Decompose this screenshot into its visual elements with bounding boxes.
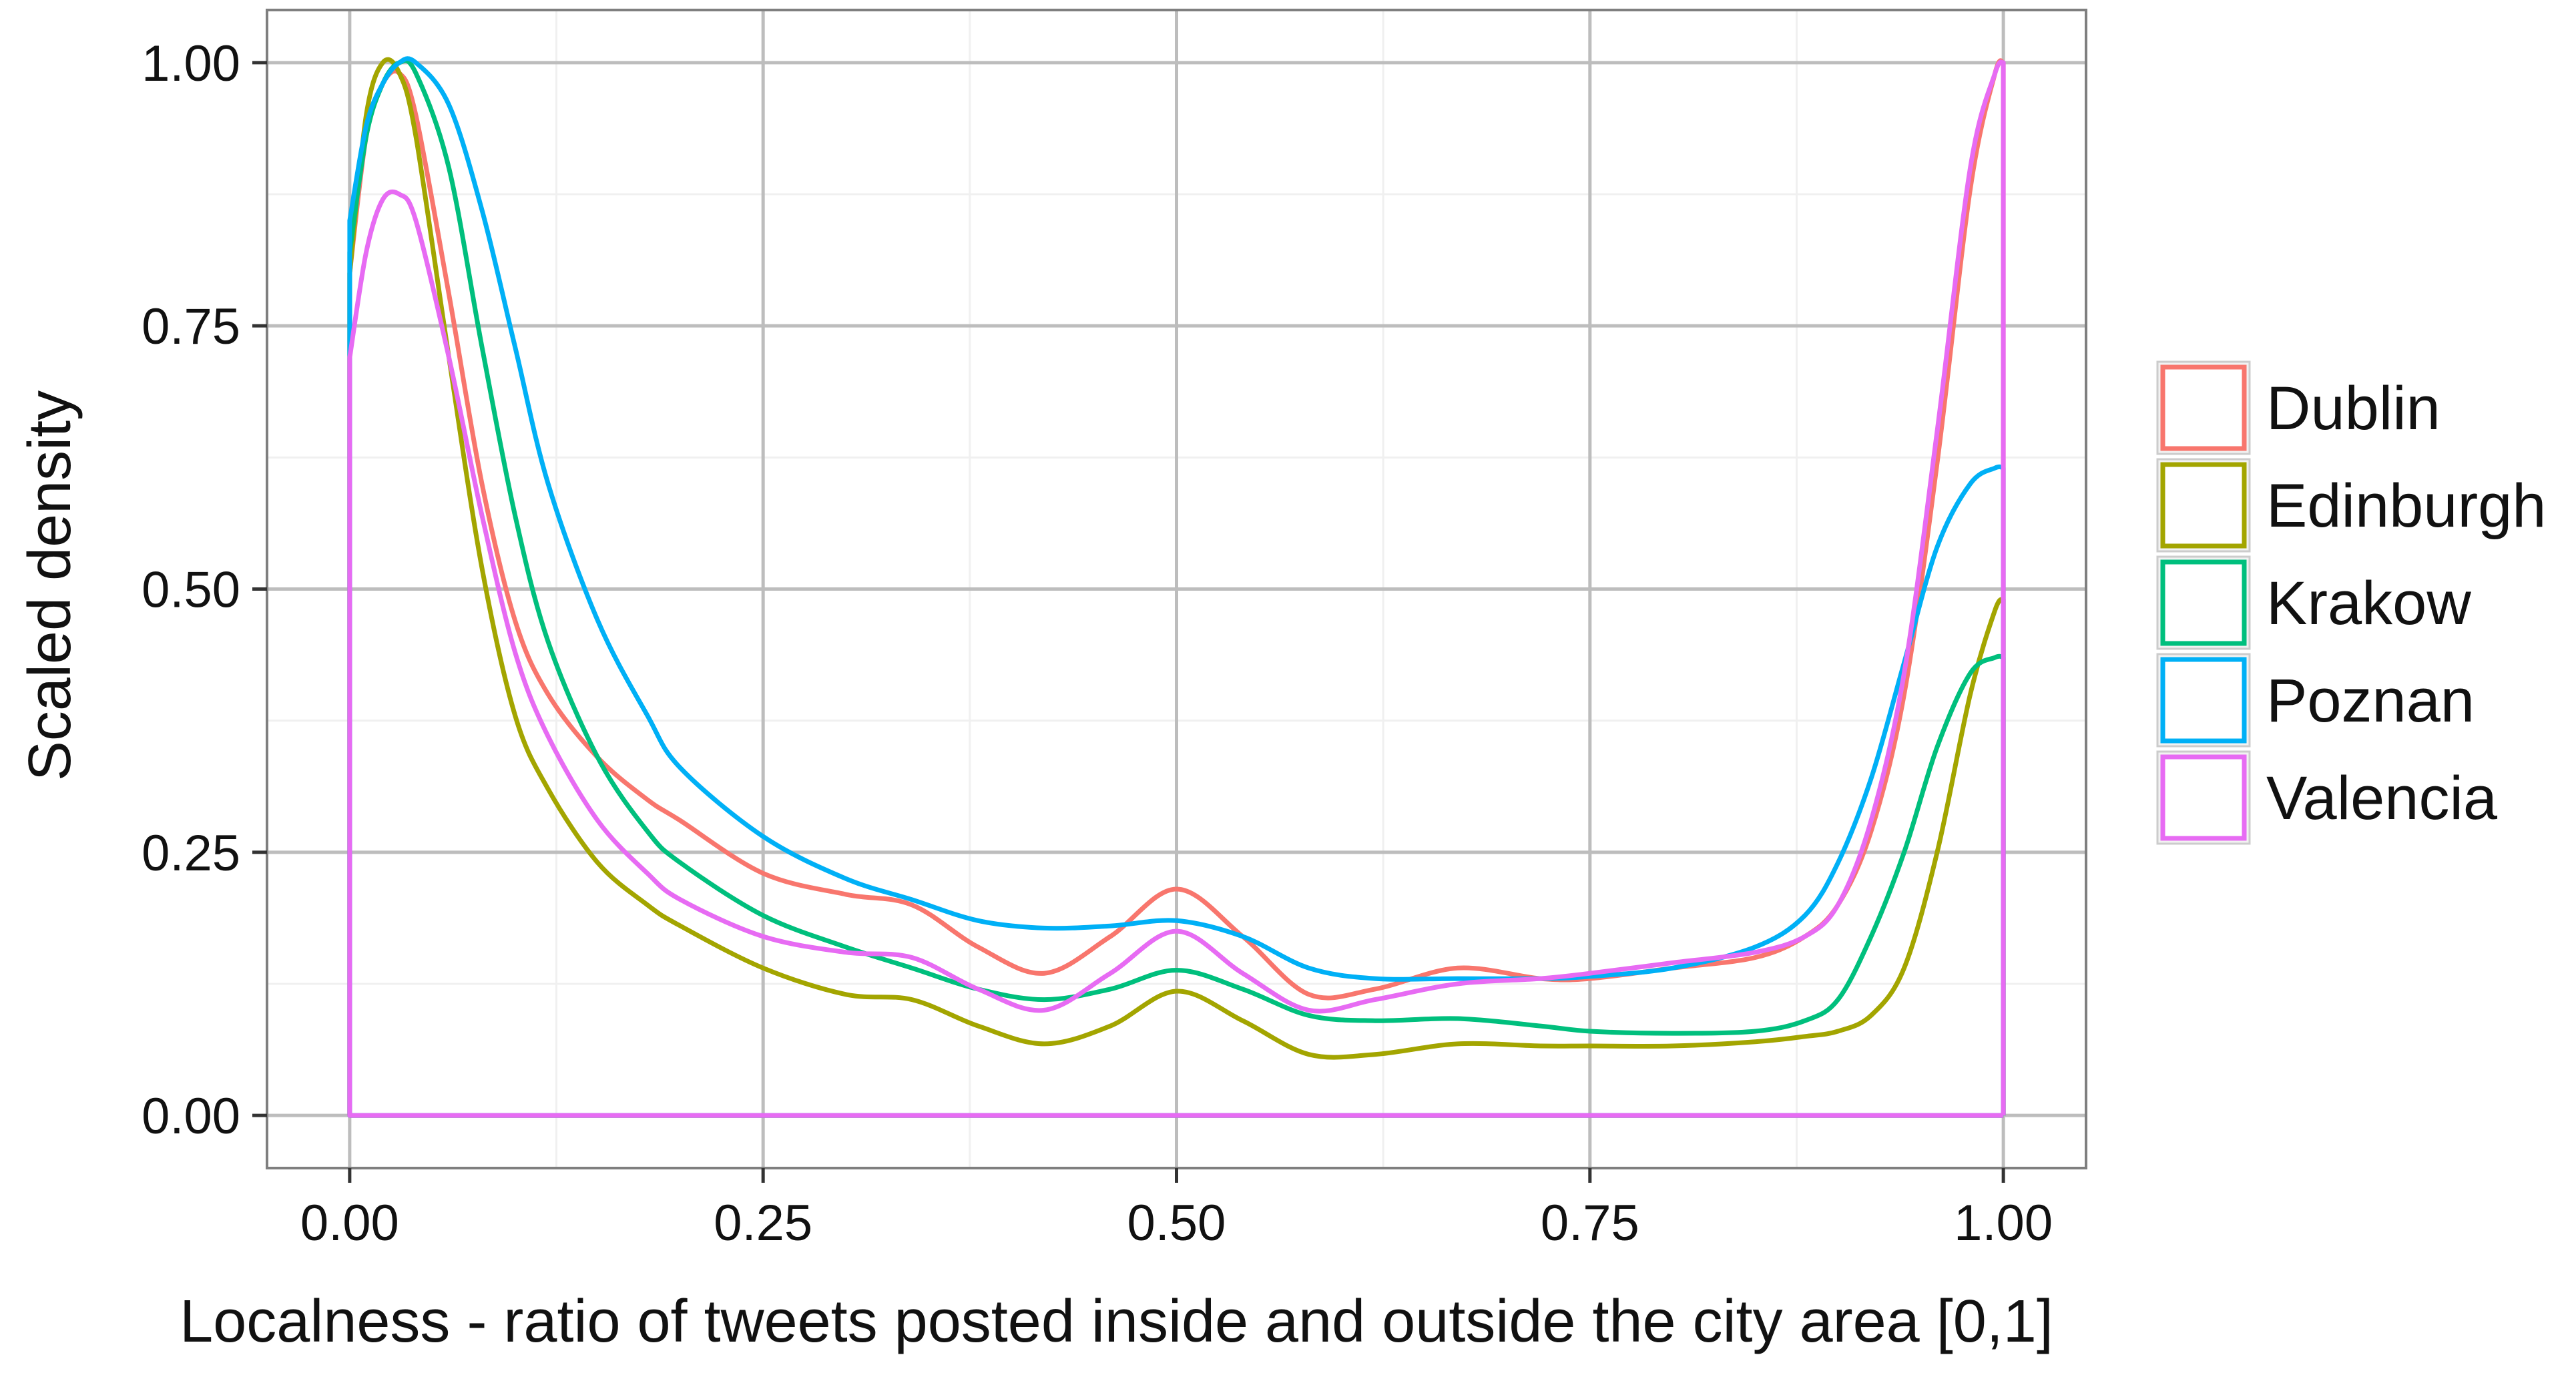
x-tick-label: 0.75 <box>1541 1195 1639 1252</box>
legend-item-krakow: Krakow <box>2156 555 2471 650</box>
legend-label: Krakow <box>2266 569 2471 637</box>
legend-label: Edinburgh <box>2266 472 2546 540</box>
y-tick-label: 0.75 <box>142 298 240 355</box>
legend: Dublin Edinburgh Krakow Poznan Valencia <box>2156 360 2546 845</box>
y-tick-label: 0.00 <box>142 1088 240 1145</box>
legend-item-poznan: Poznan <box>2156 653 2475 748</box>
legend-item-valencia: Valencia <box>2156 750 2498 845</box>
x-axis: 0.00 0.25 0.50 0.75 1.00 <box>300 1168 2053 1252</box>
x-tick-label: 1.00 <box>1954 1195 2053 1252</box>
x-tick-label: 0.25 <box>714 1195 812 1252</box>
legend-item-edinburgh: Edinburgh <box>2156 458 2546 553</box>
y-tick-label: 0.50 <box>142 562 240 619</box>
legend-label: Dublin <box>2266 374 2440 443</box>
series-line-dublin <box>347 58 2006 1118</box>
legend-key-swatch <box>2160 364 2247 451</box>
y-tick-label: 0.25 <box>142 825 240 882</box>
y-tick-label: 1.00 <box>142 35 240 92</box>
series-line-poznan <box>347 56 2006 1118</box>
legend-key-swatch <box>2160 462 2247 549</box>
legend-label: Valencia <box>2266 764 2498 832</box>
legend-item-dublin: Dublin <box>2156 360 2440 455</box>
x-tick-label: 0.00 <box>300 1195 399 1252</box>
series-line-krakow <box>347 58 2006 1118</box>
series-lines <box>347 56 2006 1118</box>
y-axis: 0.00 0.25 0.50 0.75 1.00 <box>142 35 267 1145</box>
legend-label: Poznan <box>2266 667 2475 735</box>
x-axis-title: Localness - ratio of tweets posted insid… <box>180 1288 2053 1355</box>
legend-key-swatch <box>2160 559 2247 646</box>
x-tick-label: 0.50 <box>1127 1195 1226 1252</box>
legend-key-swatch <box>2160 754 2247 841</box>
legend-key-swatch <box>2160 657 2247 744</box>
series-line-valencia <box>347 59 2006 1118</box>
y-axis-title: Scaled density <box>17 390 83 781</box>
